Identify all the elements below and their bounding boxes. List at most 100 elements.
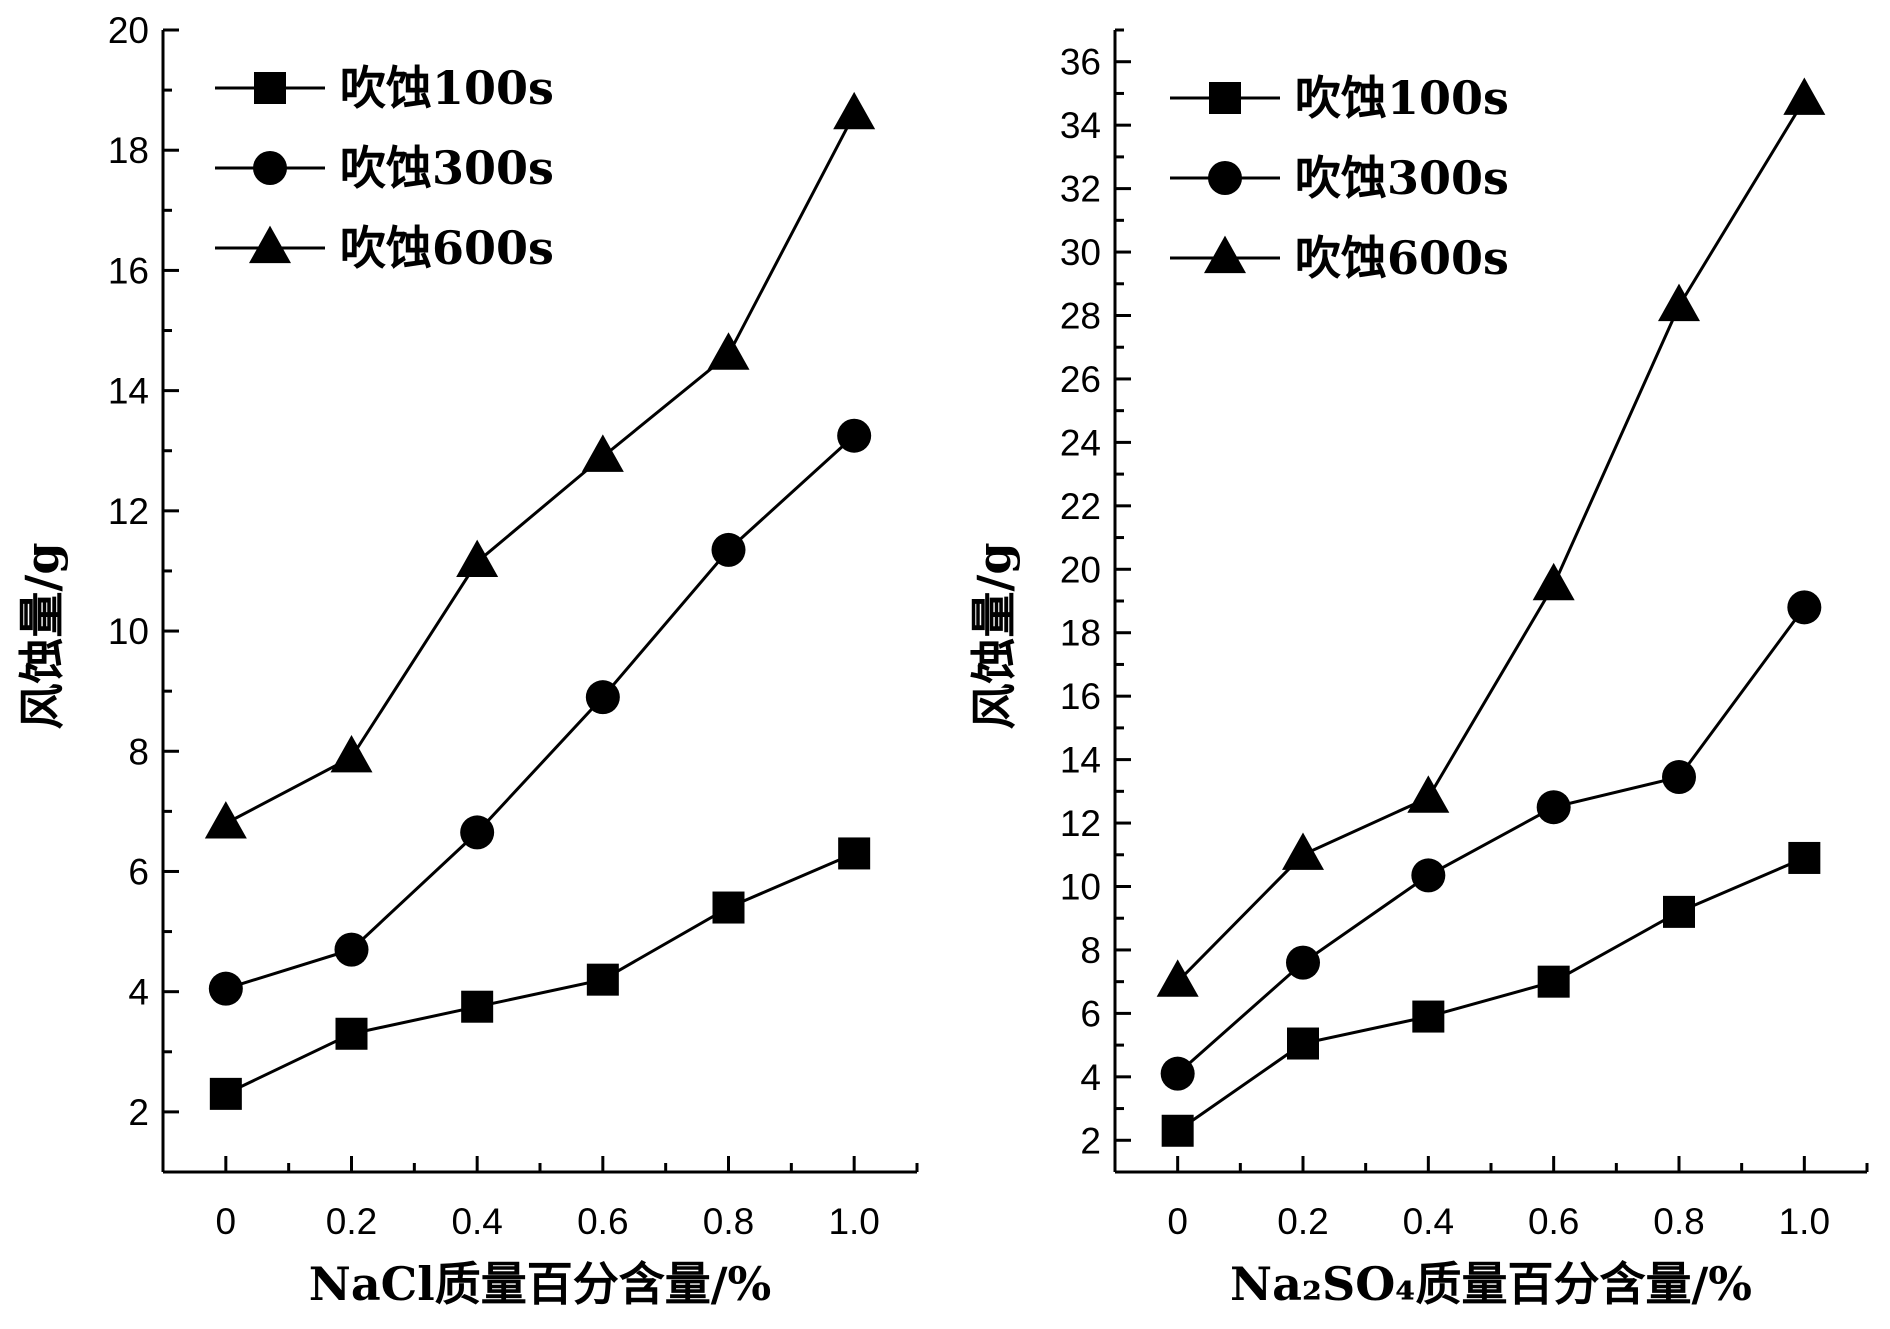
x-tick-label: 0.4: [1403, 1201, 1454, 1242]
x-tick-label: 0.6: [577, 1201, 628, 1242]
data-point-square: [209, 1077, 242, 1110]
data-point-triangle: [1407, 775, 1450, 813]
y-tick-label: 34: [1060, 105, 1101, 146]
y-axis-title: 风蚀量/g: [15, 543, 69, 730]
data-point-circle: [1662, 760, 1696, 795]
data-point-circle: [208, 971, 243, 1006]
y-tick-label: 14: [108, 371, 149, 412]
y-tick-label: 22: [1060, 486, 1101, 527]
y-tick-label: 18: [1060, 613, 1101, 654]
data-point-square: [1161, 1114, 1194, 1147]
data-point-triangle: [456, 539, 499, 578]
chart-panel-1: 2 4 6 8 10 12 14 16 18 20 0 0.2 0.4 0.6 0.8 1.0 NaCl质量百分…: [15, 10, 919, 1311]
y-tick-label: 8: [128, 731, 149, 772]
legend-label: 吹蚀100s: [340, 61, 554, 115]
x-axis-title: NaCl质量百分含量/%: [309, 1257, 771, 1311]
series-line: [1176, 99, 1806, 983]
x-tick-label: 0.4: [451, 1201, 502, 1242]
data-point-square: [712, 891, 745, 924]
data-point-square: [1287, 1027, 1319, 1060]
data-point-circle: [837, 418, 872, 453]
series-1: [1161, 841, 1821, 1147]
data-point-triangle: [707, 332, 750, 370]
y-tick-label: 18: [108, 130, 149, 171]
legend-marker-triangle: [1204, 235, 1246, 274]
y-tick-label: 16: [108, 250, 149, 291]
data-point-circle: [334, 932, 369, 967]
series-line: [225, 434, 856, 991]
y-tick-label: 28: [1060, 296, 1101, 337]
series-3: [204, 91, 876, 839]
y-tick-label: 20: [1060, 549, 1101, 590]
y-tick-label: 2: [1080, 1120, 1101, 1161]
data-point-circle: [585, 680, 620, 715]
y-axis-title: 风蚀量/g: [967, 543, 1021, 730]
legend-marker-square: [1209, 82, 1241, 114]
data-point-circle: [1286, 945, 1320, 980]
x-tick-label: 1.0: [1779, 1201, 1830, 1242]
legend-marker-triangle: [249, 225, 291, 264]
y-tick-label: 16: [1060, 676, 1101, 717]
data-point-circle: [1787, 590, 1822, 625]
x-tick-label: 0.8: [1653, 1201, 1704, 1242]
y-tick-label: 6: [128, 851, 149, 892]
series-3: [1156, 77, 1826, 997]
y-tick-label: 8: [1080, 930, 1101, 971]
legend-entry: 吹蚀300s: [215, 141, 554, 195]
data-point-triangle: [1783, 77, 1826, 115]
y-tick-label: 10: [108, 611, 149, 652]
data-point-triangle: [1658, 283, 1700, 322]
data-point-circle: [1411, 858, 1446, 893]
series-line: [1176, 606, 1806, 1075]
data-point-triangle: [581, 434, 624, 472]
series-2: [208, 418, 872, 1006]
x-tick-label: 0: [216, 1201, 237, 1242]
y-tick-label: 32: [1060, 169, 1101, 210]
legend-entry: 吹蚀600s: [215, 221, 554, 275]
legend-label: 吹蚀600s: [1295, 231, 1509, 285]
data-point-square: [335, 1017, 368, 1050]
series-1: [209, 837, 871, 1110]
y-tick-label: 24: [1060, 422, 1101, 463]
data-point-circle: [1160, 1056, 1195, 1091]
data-point-square: [586, 963, 619, 996]
data-point-circle: [460, 815, 495, 850]
data-point-circle: [711, 532, 746, 567]
y-tick-label: 30: [1060, 232, 1101, 273]
y-tick-label: 4: [128, 972, 149, 1013]
legend-label: 吹蚀300s: [340, 141, 554, 195]
data-point-triangle: [330, 734, 373, 773]
data-point-triangle: [1532, 562, 1575, 601]
data-point-square: [838, 837, 871, 870]
data-point-triangle: [1156, 959, 1199, 997]
y-tick-label: 12: [108, 491, 149, 532]
data-point-circle: [1536, 790, 1571, 825]
x-tick-label: 0.6: [1528, 1201, 1579, 1242]
legend-label: 吹蚀600s: [340, 221, 554, 275]
legend-marker-circle: [253, 151, 287, 185]
y-tick-label: 10: [1060, 867, 1101, 908]
y-tick-label: 12: [1060, 803, 1101, 844]
data-point-triangle: [1282, 832, 1324, 870]
series-line: [1176, 856, 1805, 1132]
data-point-triangle: [204, 801, 247, 839]
y-tick-label: 36: [1060, 42, 1101, 83]
y-tick-label: 20: [108, 10, 149, 51]
data-point-square: [461, 990, 494, 1023]
legend-label: 吹蚀300s: [1295, 151, 1509, 205]
legend-entry: 吹蚀600s: [1170, 231, 1509, 285]
legend-label: 吹蚀100s: [1295, 71, 1509, 125]
legend-marker-circle: [1208, 161, 1242, 195]
legend-entry: 吹蚀300s: [1170, 151, 1509, 205]
series-2: [1160, 590, 1822, 1091]
legend-marker-square: [254, 72, 286, 104]
y-tick-label: 6: [1080, 993, 1101, 1034]
series-line: [225, 113, 856, 825]
y-tick-label: 4: [1080, 1057, 1101, 1098]
y-tick-label: 2: [128, 1092, 149, 1133]
x-tick-label: 0.8: [703, 1201, 754, 1242]
data-point-square: [1412, 1000, 1445, 1033]
y-tick-label: 26: [1060, 359, 1101, 400]
